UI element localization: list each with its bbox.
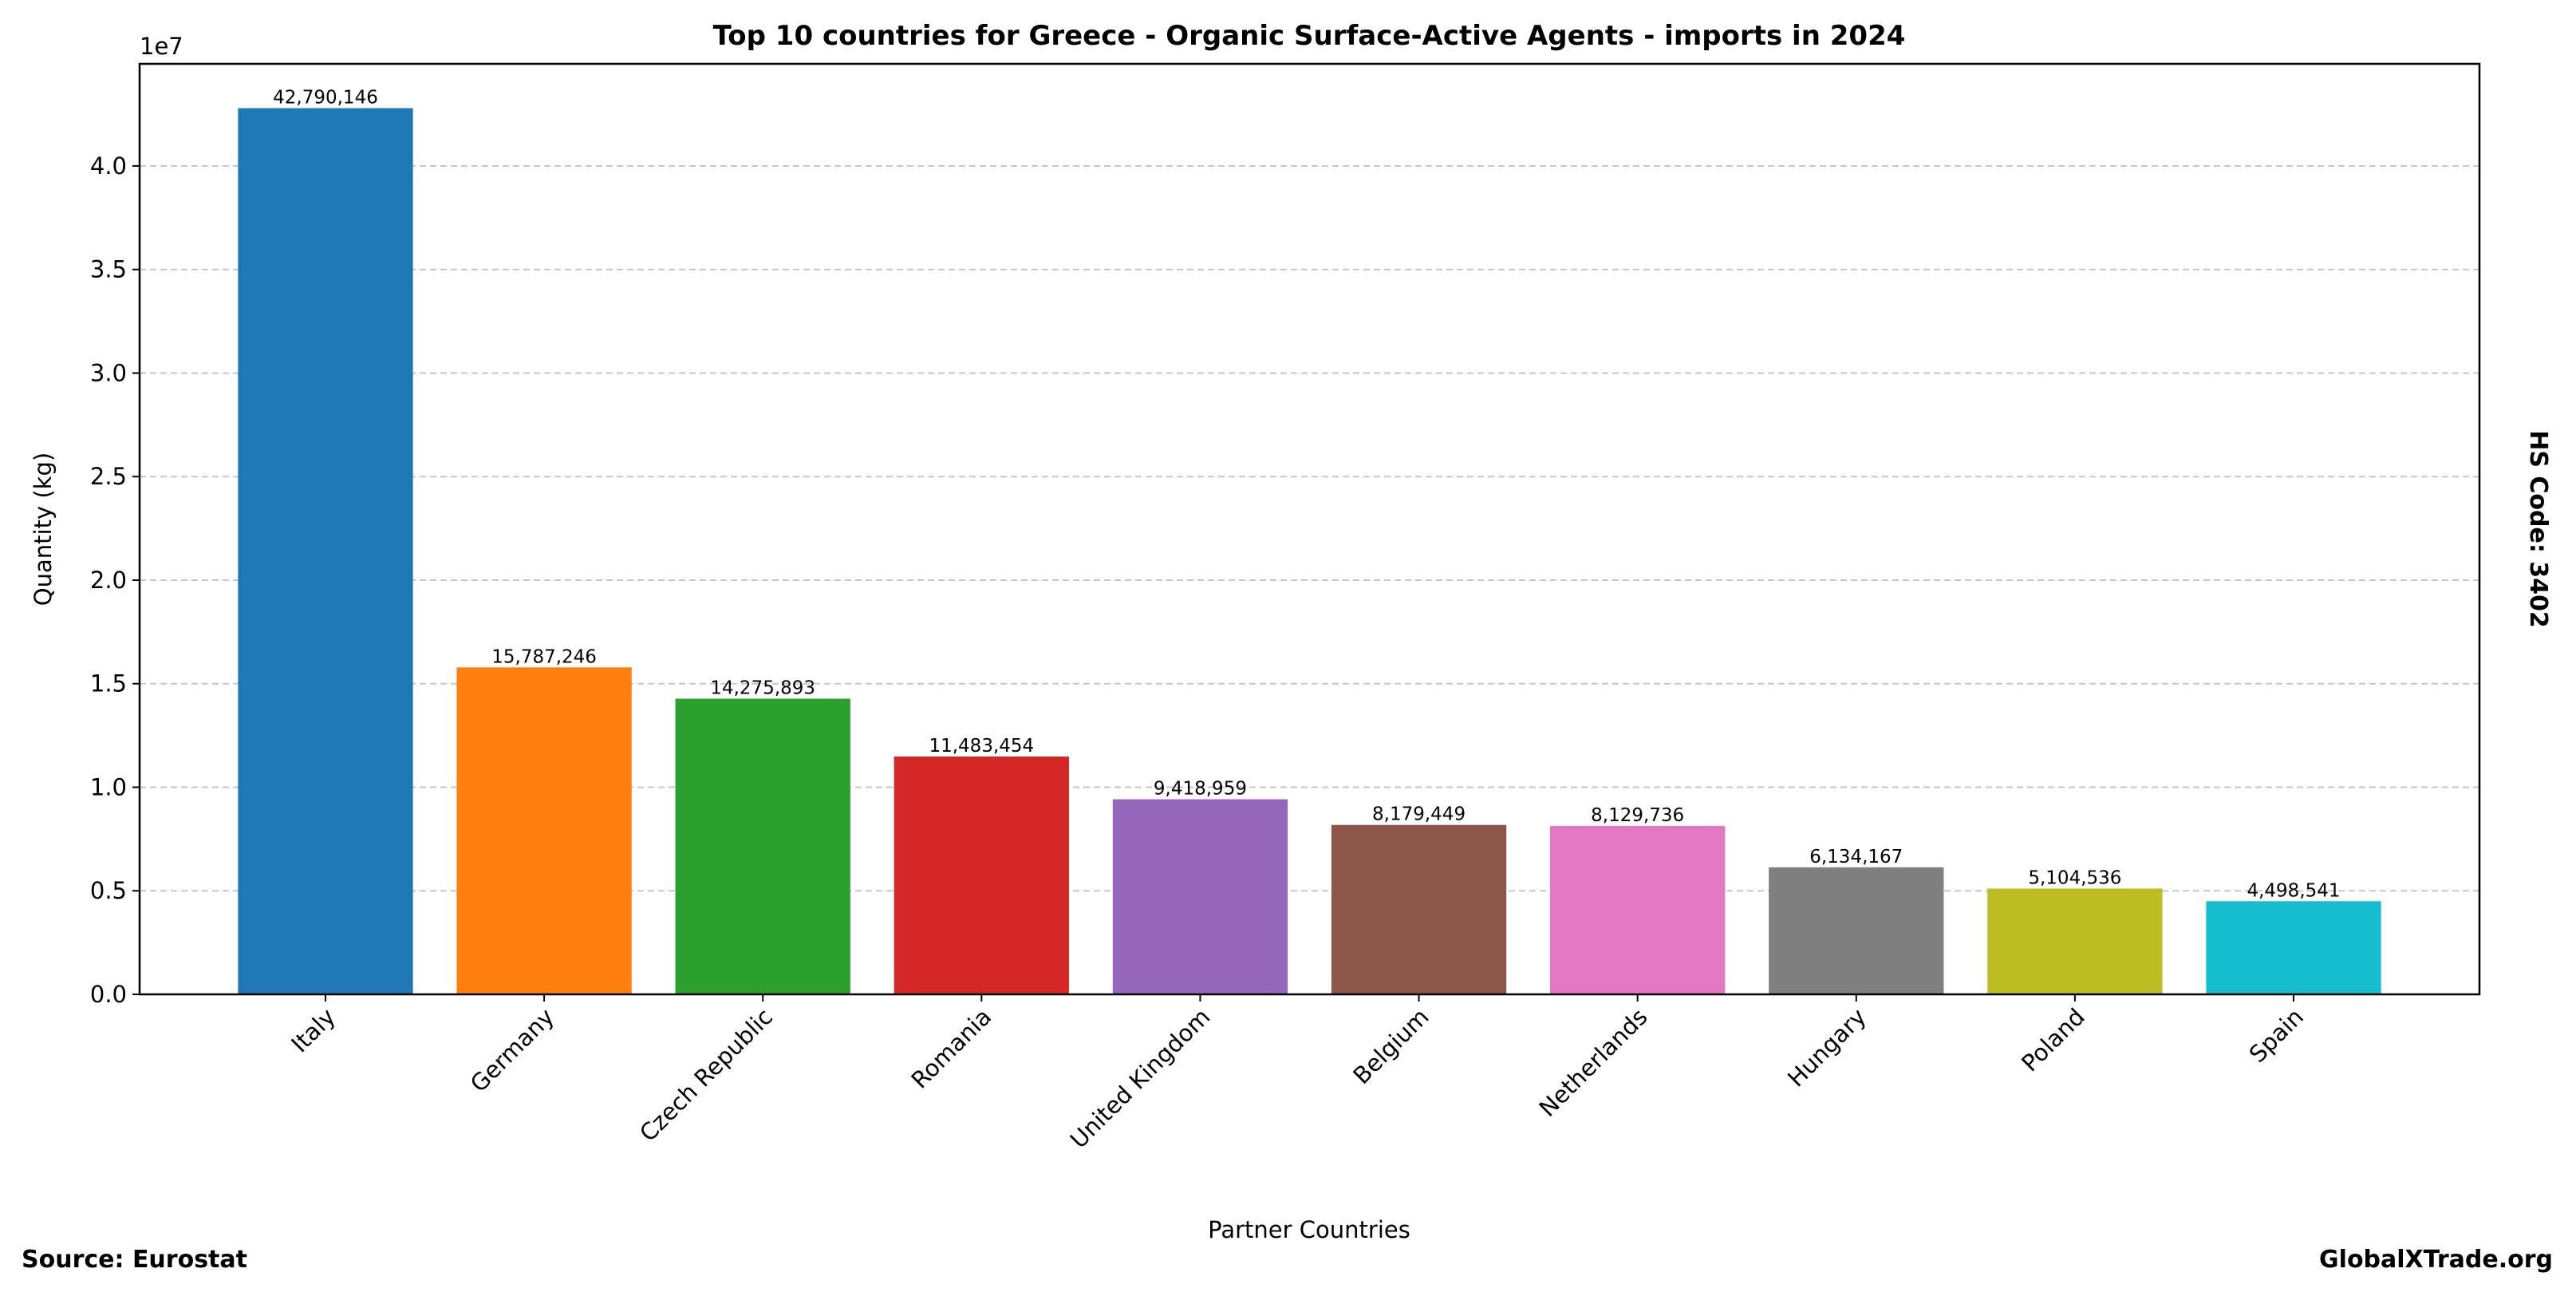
brand-label: GlobalXTrade.org <box>2319 1246 2553 1274</box>
bar-italy <box>238 108 413 995</box>
y-tick-label: 0.5 <box>90 877 127 904</box>
bar-value-label: 8,179,449 <box>1372 804 1466 825</box>
bar-netherlands <box>1550 826 1726 994</box>
y-tick-label: 2.5 <box>90 463 127 490</box>
x-tick-label: Belgium <box>1347 1003 1434 1089</box>
x-tick-label: Spain <box>2244 1003 2309 1068</box>
y-axis-ticks: 0.0 0.5 1.0 1.5 2.0 2.5 3.0 3.5 4.0 <box>90 152 140 1008</box>
x-tick-label: Poland <box>2016 1003 2090 1077</box>
bar-romania <box>894 756 1069 994</box>
bar-belgium <box>1331 824 1507 994</box>
x-tick-label: Czech Republic <box>634 1003 778 1147</box>
y-offset-label: 1e7 <box>140 33 183 60</box>
x-axis-label: Partner Countries <box>1208 1216 1410 1243</box>
plot-frame <box>138 62 2481 996</box>
x-tick-label: Romania <box>906 1003 997 1094</box>
x-tick-label: Netherlands <box>1534 1003 1653 1122</box>
y-tick-label: 1.0 <box>90 773 127 800</box>
bar-germany <box>456 667 632 994</box>
bars: 42,790,146 15,787,246 14,275,893 11,483,454… <box>238 88 2381 995</box>
bar-value-label: 14,275,893 <box>710 678 815 699</box>
bar-value-label: 5,104,536 <box>2028 868 2121 889</box>
bar-poland <box>1987 888 2163 994</box>
hs-code-label: HS Code: 3402 <box>2524 430 2552 628</box>
x-tick-label: United Kingdom <box>1065 1003 1216 1154</box>
y-tick-label: 0.0 <box>90 981 127 1008</box>
bar-value-label: 4,498,541 <box>2247 880 2340 901</box>
source-label: Source: Eurostat <box>22 1246 247 1274</box>
bar-hungary <box>1769 867 1944 994</box>
y-tick-label: 4.0 <box>90 152 127 180</box>
bar-value-label: 9,418,959 <box>1154 779 1247 800</box>
bar-united-kingdom <box>1112 799 1288 994</box>
bar-value-label: 42,790,146 <box>273 88 378 109</box>
x-tick-label: Germany <box>465 1003 559 1097</box>
y-tick-label: 3.0 <box>90 359 127 386</box>
bar-value-label: 11,483,454 <box>929 736 1034 757</box>
bar-spain <box>2206 901 2381 994</box>
y-tick-label: 1.5 <box>90 670 127 697</box>
y-axis-label: Quantity (kg) <box>30 452 57 606</box>
x-tick-label: Italy <box>286 1003 341 1058</box>
bar-value-label: 6,134,167 <box>1809 847 1903 867</box>
chart-title: Top 10 countries for Greece - Organic Su… <box>713 20 1906 52</box>
bar-value-label: 8,129,736 <box>1591 805 1684 826</box>
y-tick-label: 2.0 <box>90 567 127 594</box>
x-axis-ticks: Italy Germany Czech Republic Romania United … <box>286 994 2309 1154</box>
bar-czech-republic <box>675 698 850 994</box>
bar-value-label: 15,787,246 <box>491 646 597 667</box>
y-tick-label: 3.5 <box>90 256 127 283</box>
x-tick-label: Hungary <box>1782 1003 1872 1093</box>
